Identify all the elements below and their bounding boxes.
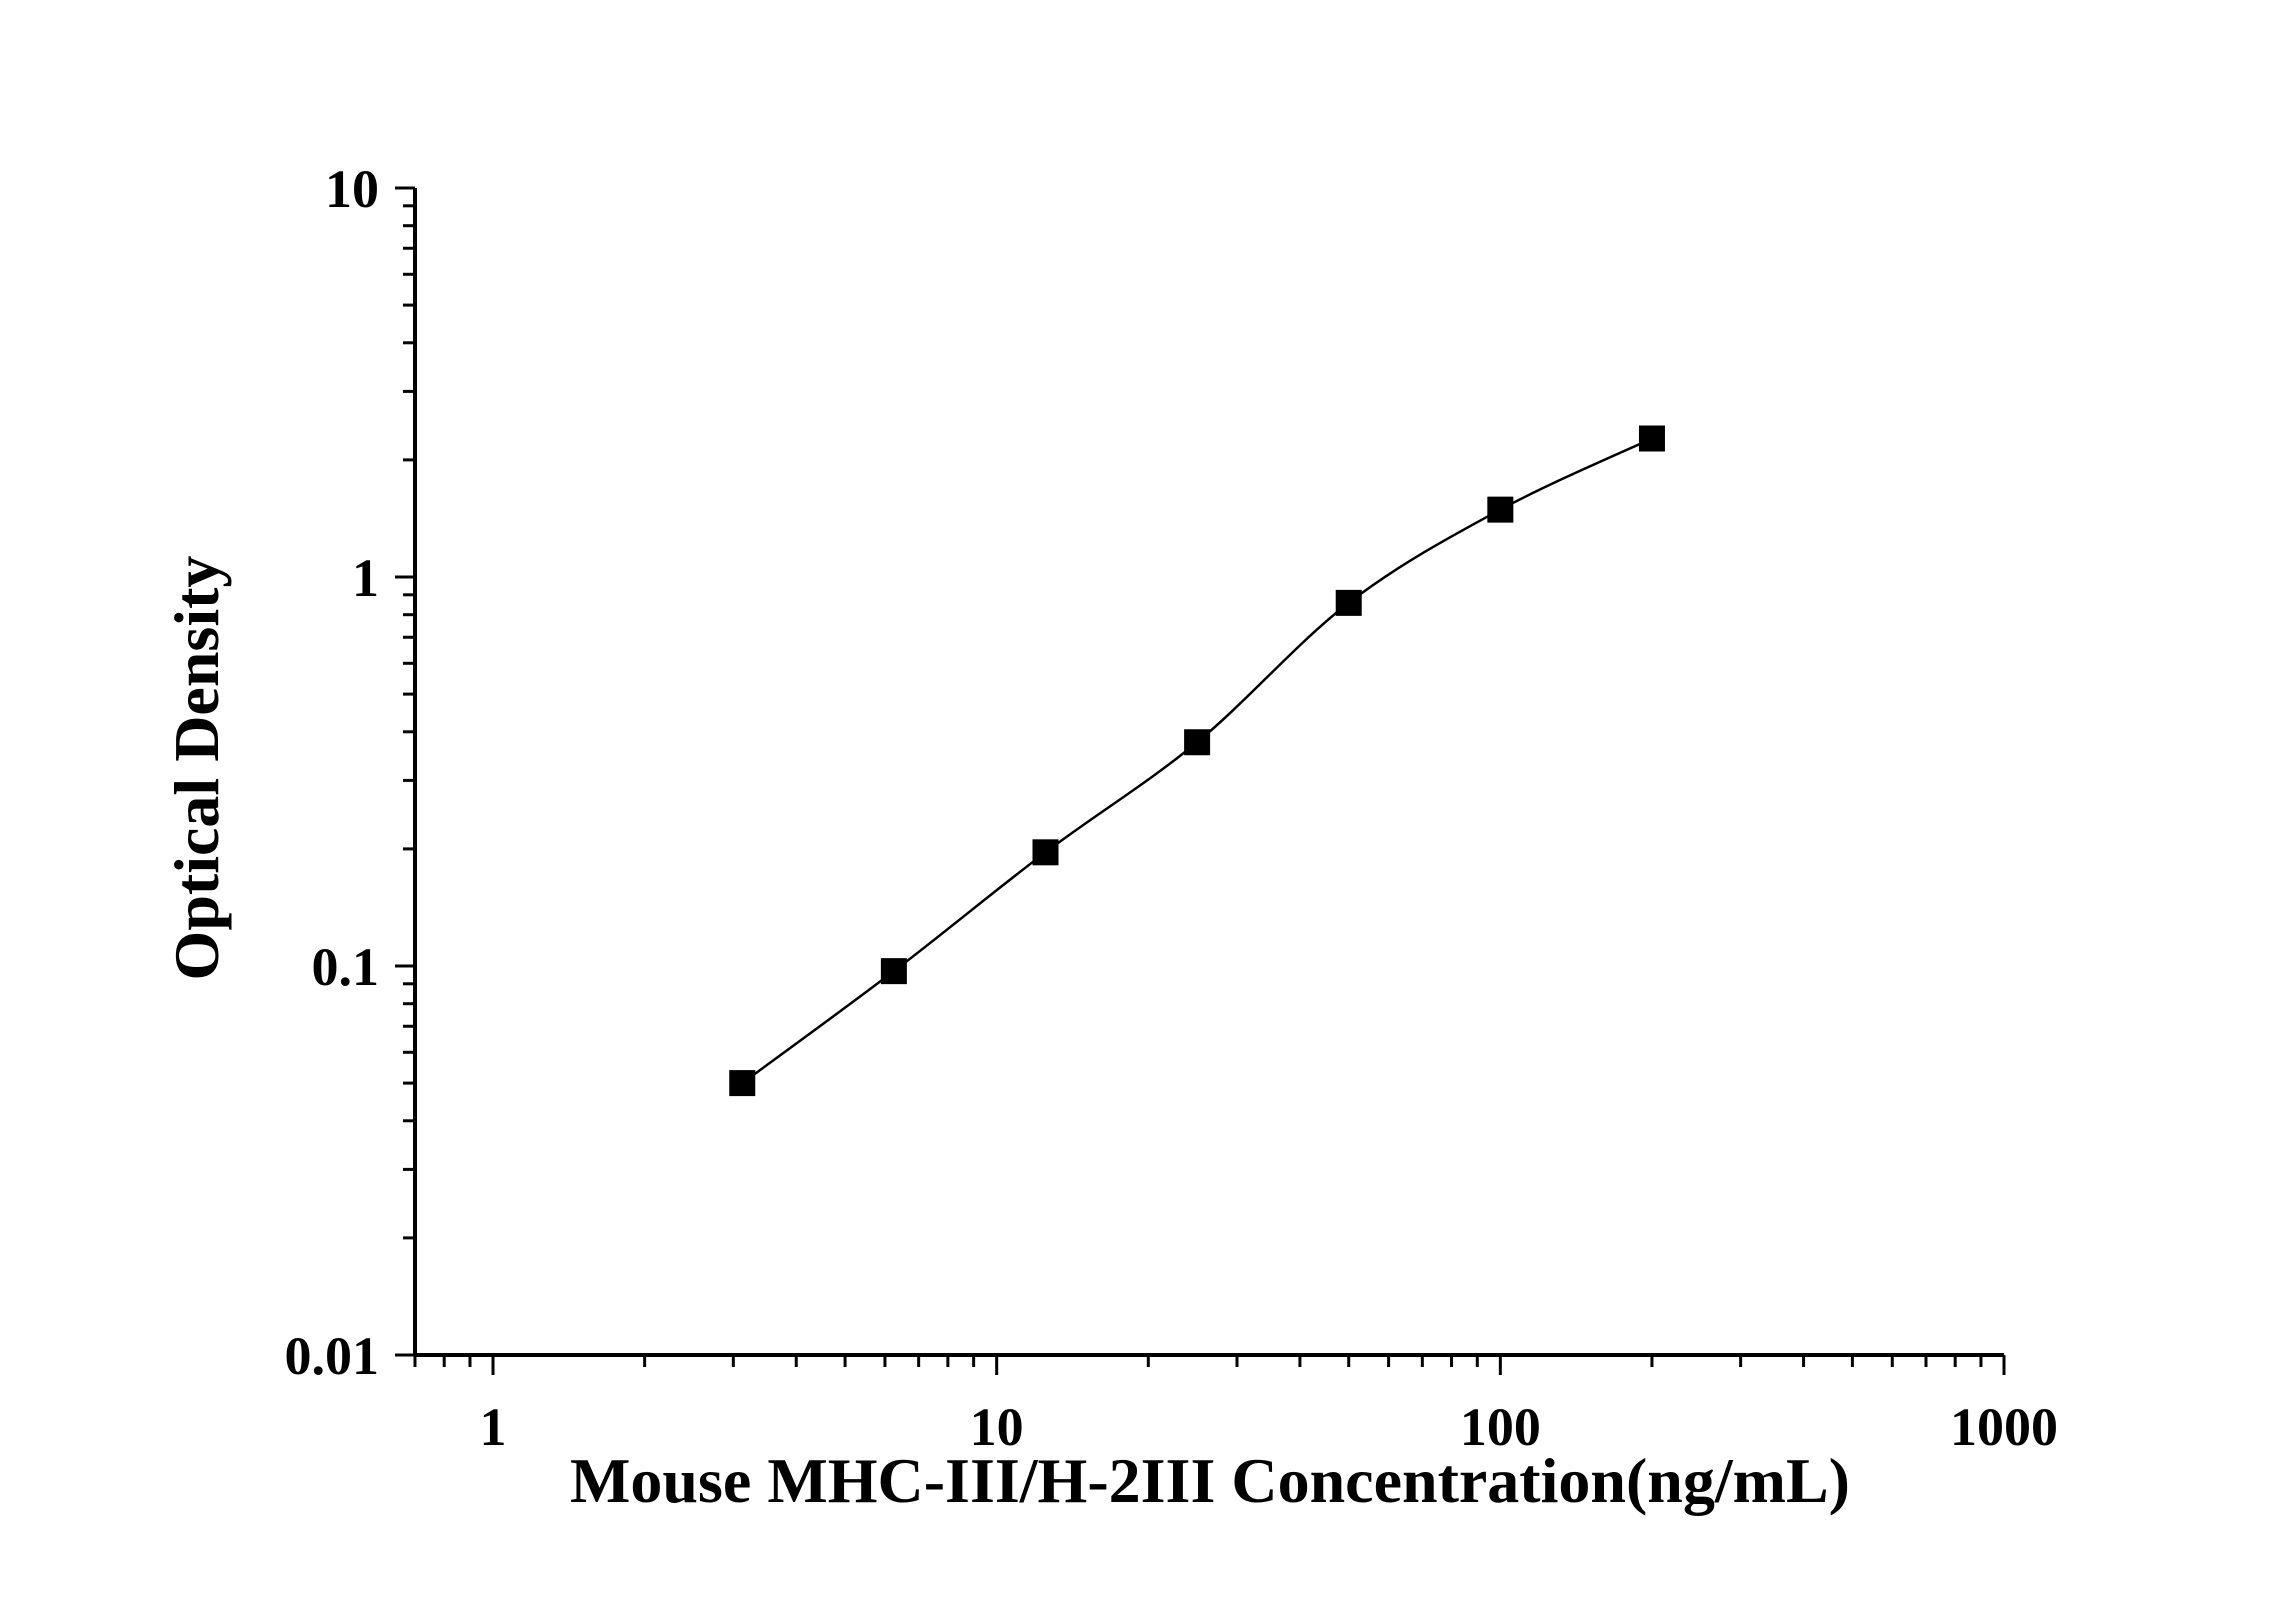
x-tick-label: 100 bbox=[1460, 1397, 1541, 1457]
axes bbox=[413, 188, 2004, 1357]
x-tick-label: 1000 bbox=[1950, 1397, 2058, 1457]
data-point bbox=[1184, 729, 1211, 756]
x-tick-label: 1 bbox=[480, 1397, 507, 1457]
y-axis-ticks bbox=[395, 186, 415, 1357]
data-point bbox=[880, 958, 907, 985]
series-group bbox=[729, 425, 1665, 1097]
data-point bbox=[1638, 425, 1665, 452]
data-point bbox=[1487, 496, 1514, 523]
y-tick-label: 0.1 bbox=[312, 937, 380, 997]
data-point bbox=[729, 1070, 756, 1097]
data-point bbox=[1335, 589, 1362, 616]
data-point bbox=[1032, 839, 1059, 866]
x-axis-ticks bbox=[413, 1355, 2006, 1375]
x-axis-tick-labels: 1 10 100 1000 bbox=[480, 1397, 2058, 1457]
y-axis-label: Optical Density bbox=[161, 556, 232, 981]
y-tick-label: 10 bbox=[325, 159, 379, 219]
y-tick-label: 1 bbox=[352, 548, 379, 608]
y-tick-label: 0.01 bbox=[285, 1326, 380, 1386]
x-tick-label: 10 bbox=[970, 1397, 1024, 1457]
x-axis-label: Mouse MHC-III/H-2III Concentration(ng/mL… bbox=[570, 1445, 1850, 1516]
series-line bbox=[741, 437, 1653, 1085]
y-axis-tick-labels: 0.01 0.1 1 10 bbox=[285, 159, 380, 1386]
